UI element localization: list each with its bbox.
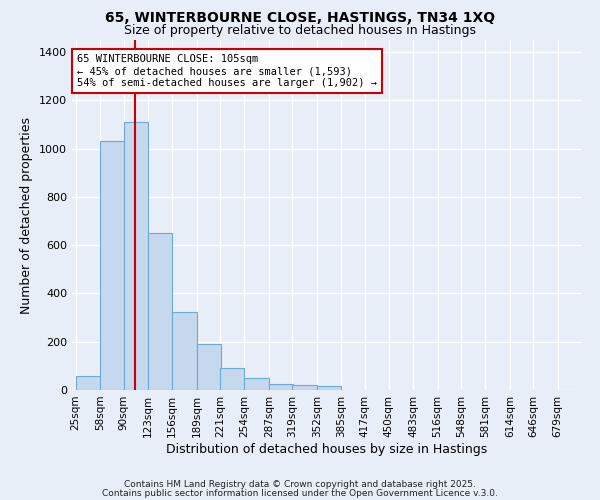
Y-axis label: Number of detached properties: Number of detached properties — [20, 116, 34, 314]
Bar — [76, 376, 100, 390]
Bar — [292, 385, 317, 390]
X-axis label: Distribution of detached houses by size in Hastings: Distribution of detached houses by size … — [166, 442, 488, 456]
Bar — [220, 368, 244, 390]
Text: Contains HM Land Registry data © Crown copyright and database right 2025.: Contains HM Land Registry data © Crown c… — [124, 480, 476, 489]
Text: 65 WINTERBOURNE CLOSE: 105sqm
← 45% of detached houses are smaller (1,593)
54% o: 65 WINTERBOURNE CLOSE: 105sqm ← 45% of d… — [77, 54, 377, 88]
Text: 65, WINTERBOURNE CLOSE, HASTINGS, TN34 1XQ: 65, WINTERBOURNE CLOSE, HASTINGS, TN34 1… — [105, 11, 495, 25]
Bar — [172, 312, 197, 390]
Bar — [317, 386, 341, 390]
Bar — [269, 384, 293, 390]
Bar — [197, 344, 221, 390]
Bar — [100, 142, 124, 390]
Bar — [124, 122, 148, 390]
Text: Size of property relative to detached houses in Hastings: Size of property relative to detached ho… — [124, 24, 476, 37]
Bar — [148, 233, 172, 390]
Text: Contains public sector information licensed under the Open Government Licence v.: Contains public sector information licen… — [102, 488, 498, 498]
Bar — [244, 378, 269, 390]
